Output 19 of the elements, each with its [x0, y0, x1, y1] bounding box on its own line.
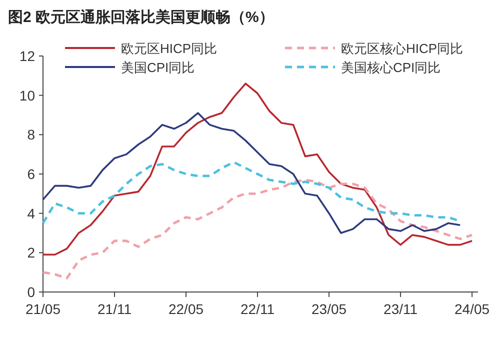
- y-tick-label: 8: [27, 126, 36, 143]
- y-tick-label: 12: [19, 48, 36, 64]
- x-tick-label: 24/05: [454, 301, 490, 317]
- legend-label: 美国CPI同比: [121, 60, 195, 75]
- x-tick-label: 23/11: [384, 301, 418, 317]
- chart-title: 图2 欧元区通胀回落比美国更顺畅（%）: [8, 8, 274, 26]
- legend-label: 美国核心CPI同比: [341, 60, 441, 75]
- y-tick-label: 6: [27, 166, 36, 182]
- y-tick-label: 2: [27, 244, 36, 261]
- legend-label: 欧元区HICP同比: [121, 41, 218, 56]
- x-tick-label: 21/11: [98, 301, 132, 317]
- x-tick-label: 22/11: [240, 301, 275, 317]
- legend-label: 欧元区核心HICP同比: [341, 41, 464, 56]
- x-tick-label: 23/05: [312, 301, 347, 317]
- x-tick-label: 22/05: [168, 301, 204, 317]
- y-tick-label: 4: [27, 205, 36, 222]
- x-tick-label: 21/05: [25, 301, 61, 317]
- y-tick-label: 0: [27, 284, 36, 300]
- y-tick-label: 10: [19, 87, 36, 104]
